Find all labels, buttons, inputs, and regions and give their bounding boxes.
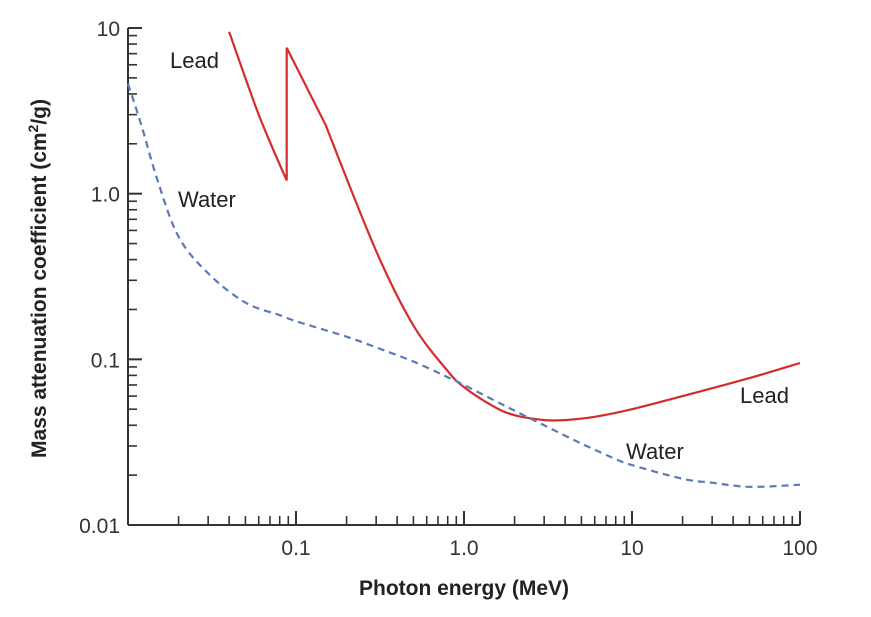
y-tick-label: 0.1 [91,349,120,372]
y-axis-title: Mass attenuation coefficient (cm2/g) [25,99,51,458]
series-line-lead [228,31,801,422]
series-layer [126,31,801,488]
major-ticks [128,27,801,526]
x-tick-label: 1.0 [449,537,478,560]
x-axis-title: Photon energy (MeV) [359,577,569,600]
x-tick-label: 10 [620,537,643,560]
series-label-lead: Lead [740,383,789,408]
series-label-water: Water [626,439,684,464]
tick-labels: 0.1 1.0 10 100 0.01 0.1 1.0 10 [79,18,817,560]
series-line-water [126,83,801,488]
series-label-water: Water [178,187,236,212]
minor-ticks [128,34,794,525]
series-label-lead: Lead [170,48,219,73]
x-tick-label: 0.1 [281,537,310,560]
axes [127,28,800,526]
y-tick-label: 10 [97,18,120,41]
y-tick-label: 0.01 [79,515,120,538]
series-labels: Lead Water Lead Water [170,48,789,464]
x-tick-label: 100 [782,537,817,560]
y-tick-label: 1.0 [91,184,120,207]
